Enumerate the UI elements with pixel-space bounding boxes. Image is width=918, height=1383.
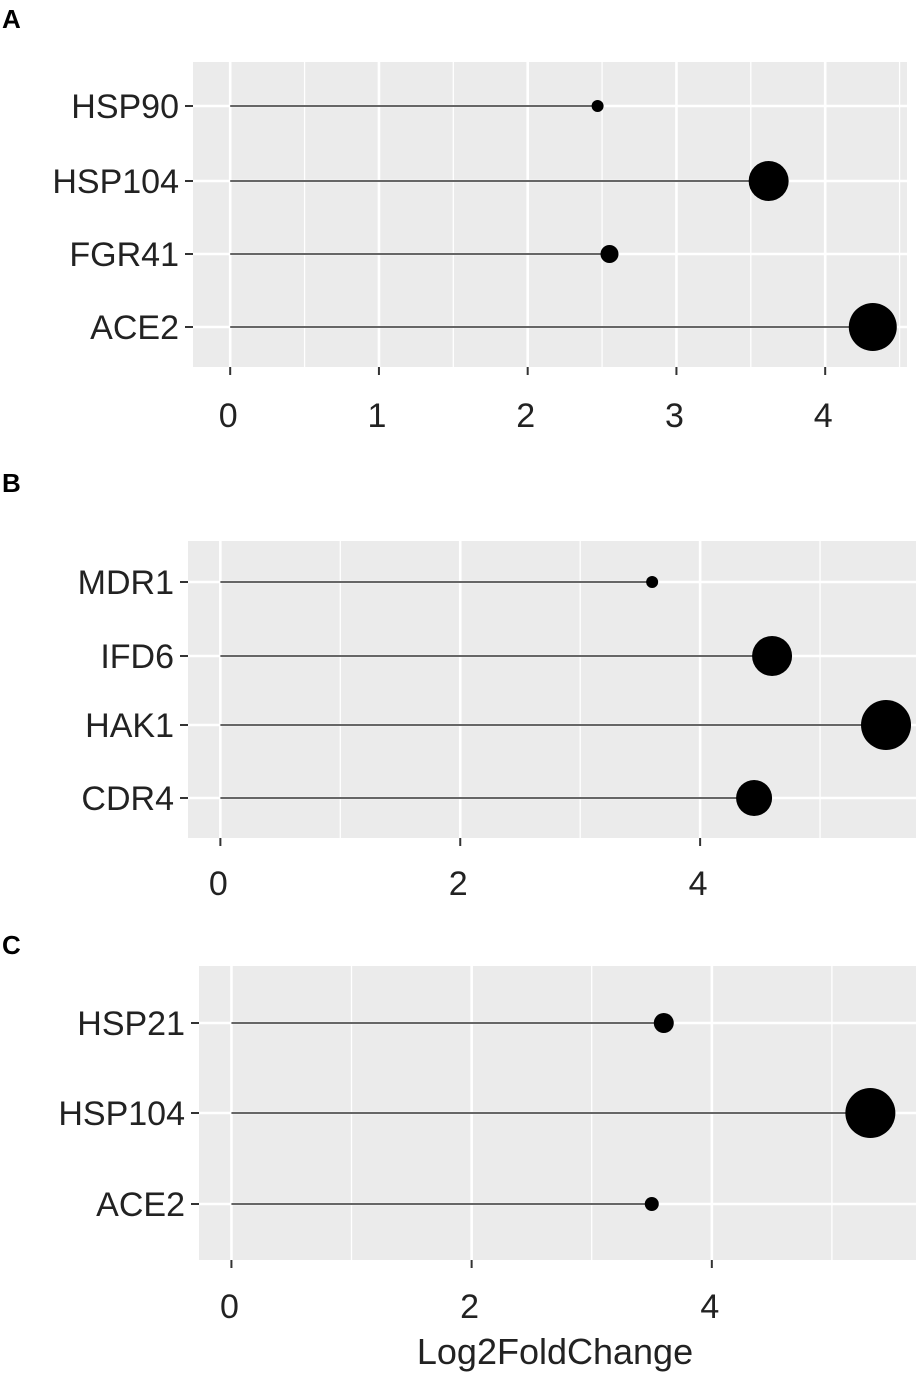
panel-letter-b: B [2,468,21,498]
x-tick-label: 0 [209,865,228,903]
category-label: HSP104 [52,163,179,201]
x-tick-label: 4 [700,1288,719,1326]
x-tick-label: 4 [689,865,708,903]
plot-background [188,541,916,838]
plot-background [193,62,907,367]
lollipop-point [845,1088,896,1138]
lollipop-point [736,780,773,816]
panel-c: C 0 2 4 HSP21 HSP104 ACE2 [2,930,916,1326]
category-label: ACE2 [90,309,179,347]
category-label: HSP104 [58,1095,185,1133]
x-tick-label: 1 [367,397,386,435]
lollipop-point [861,700,912,750]
panel-letter-c: C [2,930,21,960]
lollipop-point [591,100,604,112]
lollipop-point [646,576,659,588]
x-tick-label: 2 [449,865,468,903]
lollipop-point [600,245,619,263]
lollipop-point [748,161,789,201]
category-label: HSP90 [71,88,179,126]
panel-b: B 0 2 4 MDR1 IFD6 HAK1 CDR4 [2,468,916,903]
category-label: FGR41 [69,236,179,274]
x-axis-title: Log2FoldChange [417,1331,693,1372]
x-tick-label: 2 [460,1288,479,1326]
panel-a: A 0 1 2 3 4 HSP90 HSP104 FGR41 ACE2 [2,4,907,435]
x-tick-label: 4 [814,397,833,435]
category-label: CDR4 [81,780,174,818]
lollipop-point [653,1013,674,1033]
lollipop-point [644,1197,659,1211]
x-tick-label: 3 [665,397,684,435]
x-tick-label: 0 [219,397,238,435]
lollipop-point [752,636,793,676]
x-tick-label: 0 [220,1288,239,1326]
category-label: IFD6 [100,638,174,676]
panel-letter-a: A [2,4,21,34]
category-label: MDR1 [78,564,174,602]
category-label: HSP21 [77,1005,185,1043]
category-label: ACE2 [96,1186,185,1224]
x-tick-label: 2 [516,397,535,435]
category-label: HAK1 [85,707,174,745]
lollipop-point [848,303,897,351]
